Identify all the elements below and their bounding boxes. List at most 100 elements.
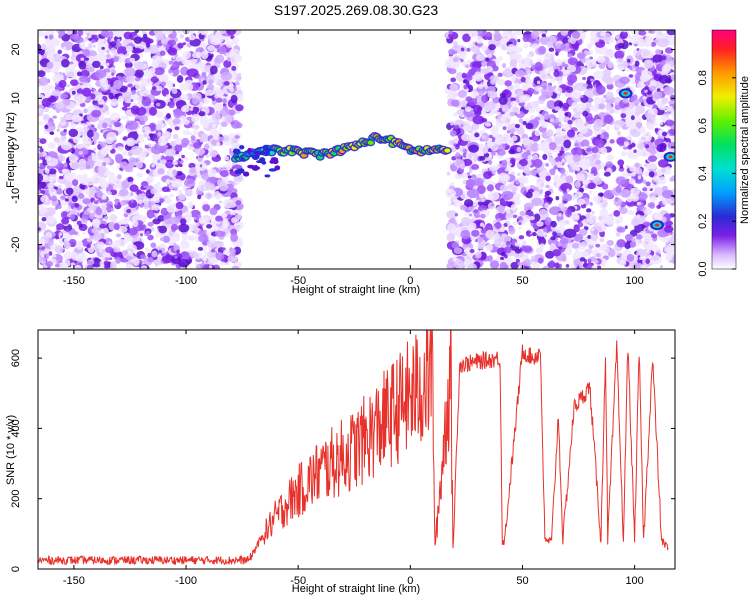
spectrogram-noise-blob: [189, 38, 202, 47]
spectrogram-noise-blob: [141, 216, 147, 223]
spectrogram-noise-blob: [565, 86, 574, 93]
spectrogram-noise-blob: [550, 236, 556, 241]
spectrogram-noise-blob: [567, 79, 574, 86]
spectrogram-noise-blob: [178, 158, 182, 162]
spectrogram-noise-blob: [622, 30, 627, 33]
spectrogram-noise-blob: [514, 241, 521, 247]
spectrogram-noise-blob: [462, 148, 468, 153]
spectrogram-noise-blob: [498, 172, 509, 182]
spectrogram-noise-blob: [139, 233, 144, 237]
spectrogram-noise-blob: [97, 123, 103, 130]
spectrogram-noise-blob: [493, 239, 502, 248]
spectrogram-noise-blob: [68, 128, 79, 138]
spectrogram-noise-blob: [58, 175, 64, 180]
spectrogram-noise-blob: [619, 259, 627, 267]
spectrogram-noise-blob: [660, 265, 663, 269]
spectrogram-noise-blob: [524, 206, 529, 212]
spectrogram-noise-blob: [468, 30, 479, 38]
signal-scatter: [247, 147, 252, 154]
spectrogram-noise-blob: [189, 107, 194, 111]
spectrogram-noise-blob: [526, 54, 531, 58]
spectrogram-noise-blob: [540, 122, 549, 129]
spectrogram-noise-blob: [619, 30, 628, 39]
spectrogram-noise-blob: [193, 252, 199, 259]
spectrogram-noise-blob: [38, 189, 41, 195]
spectrogram-noise-blob: [541, 33, 547, 38]
spectrogram-noise-blob: [488, 153, 492, 157]
spectrogram-noise-blob: [501, 143, 507, 148]
spectrogram-noise-blob: [492, 96, 501, 104]
spectrogram-noise-blob: [649, 196, 658, 202]
spectrogram-noise-blob: [506, 166, 512, 173]
spectrogram-noise-blob: [129, 181, 133, 185]
spectrogram-noise-blob: [69, 162, 73, 166]
spectrogram-noise-blob: [225, 41, 234, 48]
spectrogram-noise-blob: [215, 54, 225, 64]
spectrogram-noise-blob: [574, 191, 584, 198]
spectrogram-noise-blob: [130, 199, 134, 203]
spectrogram-noise-blob: [86, 129, 94, 138]
spectrogram-noise-blob: [206, 251, 216, 259]
spectrogram-noise-blob: [184, 189, 194, 196]
spectrogram-noise-blob: [82, 48, 90, 57]
spectrogram-noise-blob: [481, 118, 488, 123]
spectrogram-noise-blob: [654, 122, 658, 126]
spectrogram-x-ticks: -150 -100 -50 0 50 100: [63, 30, 644, 287]
spectrogram-noise-blob: [231, 142, 237, 148]
spectrogram-noise-blob: [466, 188, 480, 199]
spectrogram-noise-blob: [203, 257, 207, 262]
spectrogram-noise-blob: [104, 235, 109, 239]
spectrogram-noise-blob: [209, 65, 218, 75]
spectrogram-noise-blob: [175, 151, 179, 155]
spectrogram-noise-blob: [461, 104, 467, 108]
spectrogram-noise-blob: [485, 122, 492, 127]
spectrogram-noise-blob: [176, 75, 184, 83]
spectrogram-noise-blob: [81, 30, 90, 34]
spectrogram-noise-blob: [203, 97, 210, 105]
spectrogram-noise-blob: [187, 201, 194, 209]
spectrogram-noise-blob: [671, 38, 675, 43]
spectrogram-noise-blob: [518, 221, 522, 226]
spectrogram-noise-blob: [108, 124, 113, 128]
spectrogram-noise-blob: [650, 233, 658, 239]
spectrogram-noise-blob: [166, 118, 174, 126]
spectrogram-noise-blob: [516, 146, 522, 152]
spectrogram-noise-blob: [483, 171, 493, 180]
spectrogram-noise-blob: [500, 251, 506, 257]
spectrogram-noise-blob: [138, 153, 146, 160]
spectrogram-noise-blob: [632, 263, 640, 269]
spectrogram-noise-blob: [656, 169, 662, 175]
spectrogram-noise-blob: [630, 115, 635, 121]
spectrogram-noise-blob: [215, 97, 223, 103]
spectrogram-noise-blob: [656, 204, 661, 210]
spectrogram-noise-blob: [124, 115, 129, 120]
spectrogram-noise-blob: [503, 113, 508, 119]
spectrogram-noise-blob: [487, 53, 493, 59]
spectrogram-noise-blob: [585, 158, 591, 164]
spectrogram-noise-blob: [91, 124, 95, 128]
spectrogram-noise-blob: [644, 85, 649, 91]
spectrogram-noise-blob: [142, 198, 150, 204]
spectrogram-noise-blob: [57, 185, 62, 189]
spectrogram-noise-blob: [626, 135, 631, 140]
spectrogram-noise-blob: [529, 169, 539, 176]
spectrogram-noise-blob: [529, 114, 536, 121]
spectrogram-noise-blob: [638, 30, 647, 36]
spectrogram-noise-blob: [107, 191, 112, 196]
spectrogram-noise-blob: [161, 30, 174, 35]
spectrogram-noise-blob: [591, 264, 598, 269]
spectrogram-noise-blob: [638, 239, 643, 244]
snr-series-line: [38, 330, 669, 566]
spectrogram-noise-blob: [636, 249, 643, 258]
spectrogram-noise-blob: [545, 172, 550, 177]
signal-core: [444, 148, 451, 153]
spectrogram-noise-blob: [567, 57, 578, 66]
spectrogram-noise-blob: [450, 194, 455, 198]
spectrogram-noise-blob: [463, 199, 474, 208]
spectrogram-noise-blob: [48, 168, 57, 175]
spectrogram-noise-blob: [141, 96, 152, 107]
spectrogram-noise-blob: [158, 225, 168, 234]
spectrogram-noise-blob: [170, 224, 179, 231]
spectrogram-noise-blob: [669, 177, 674, 182]
